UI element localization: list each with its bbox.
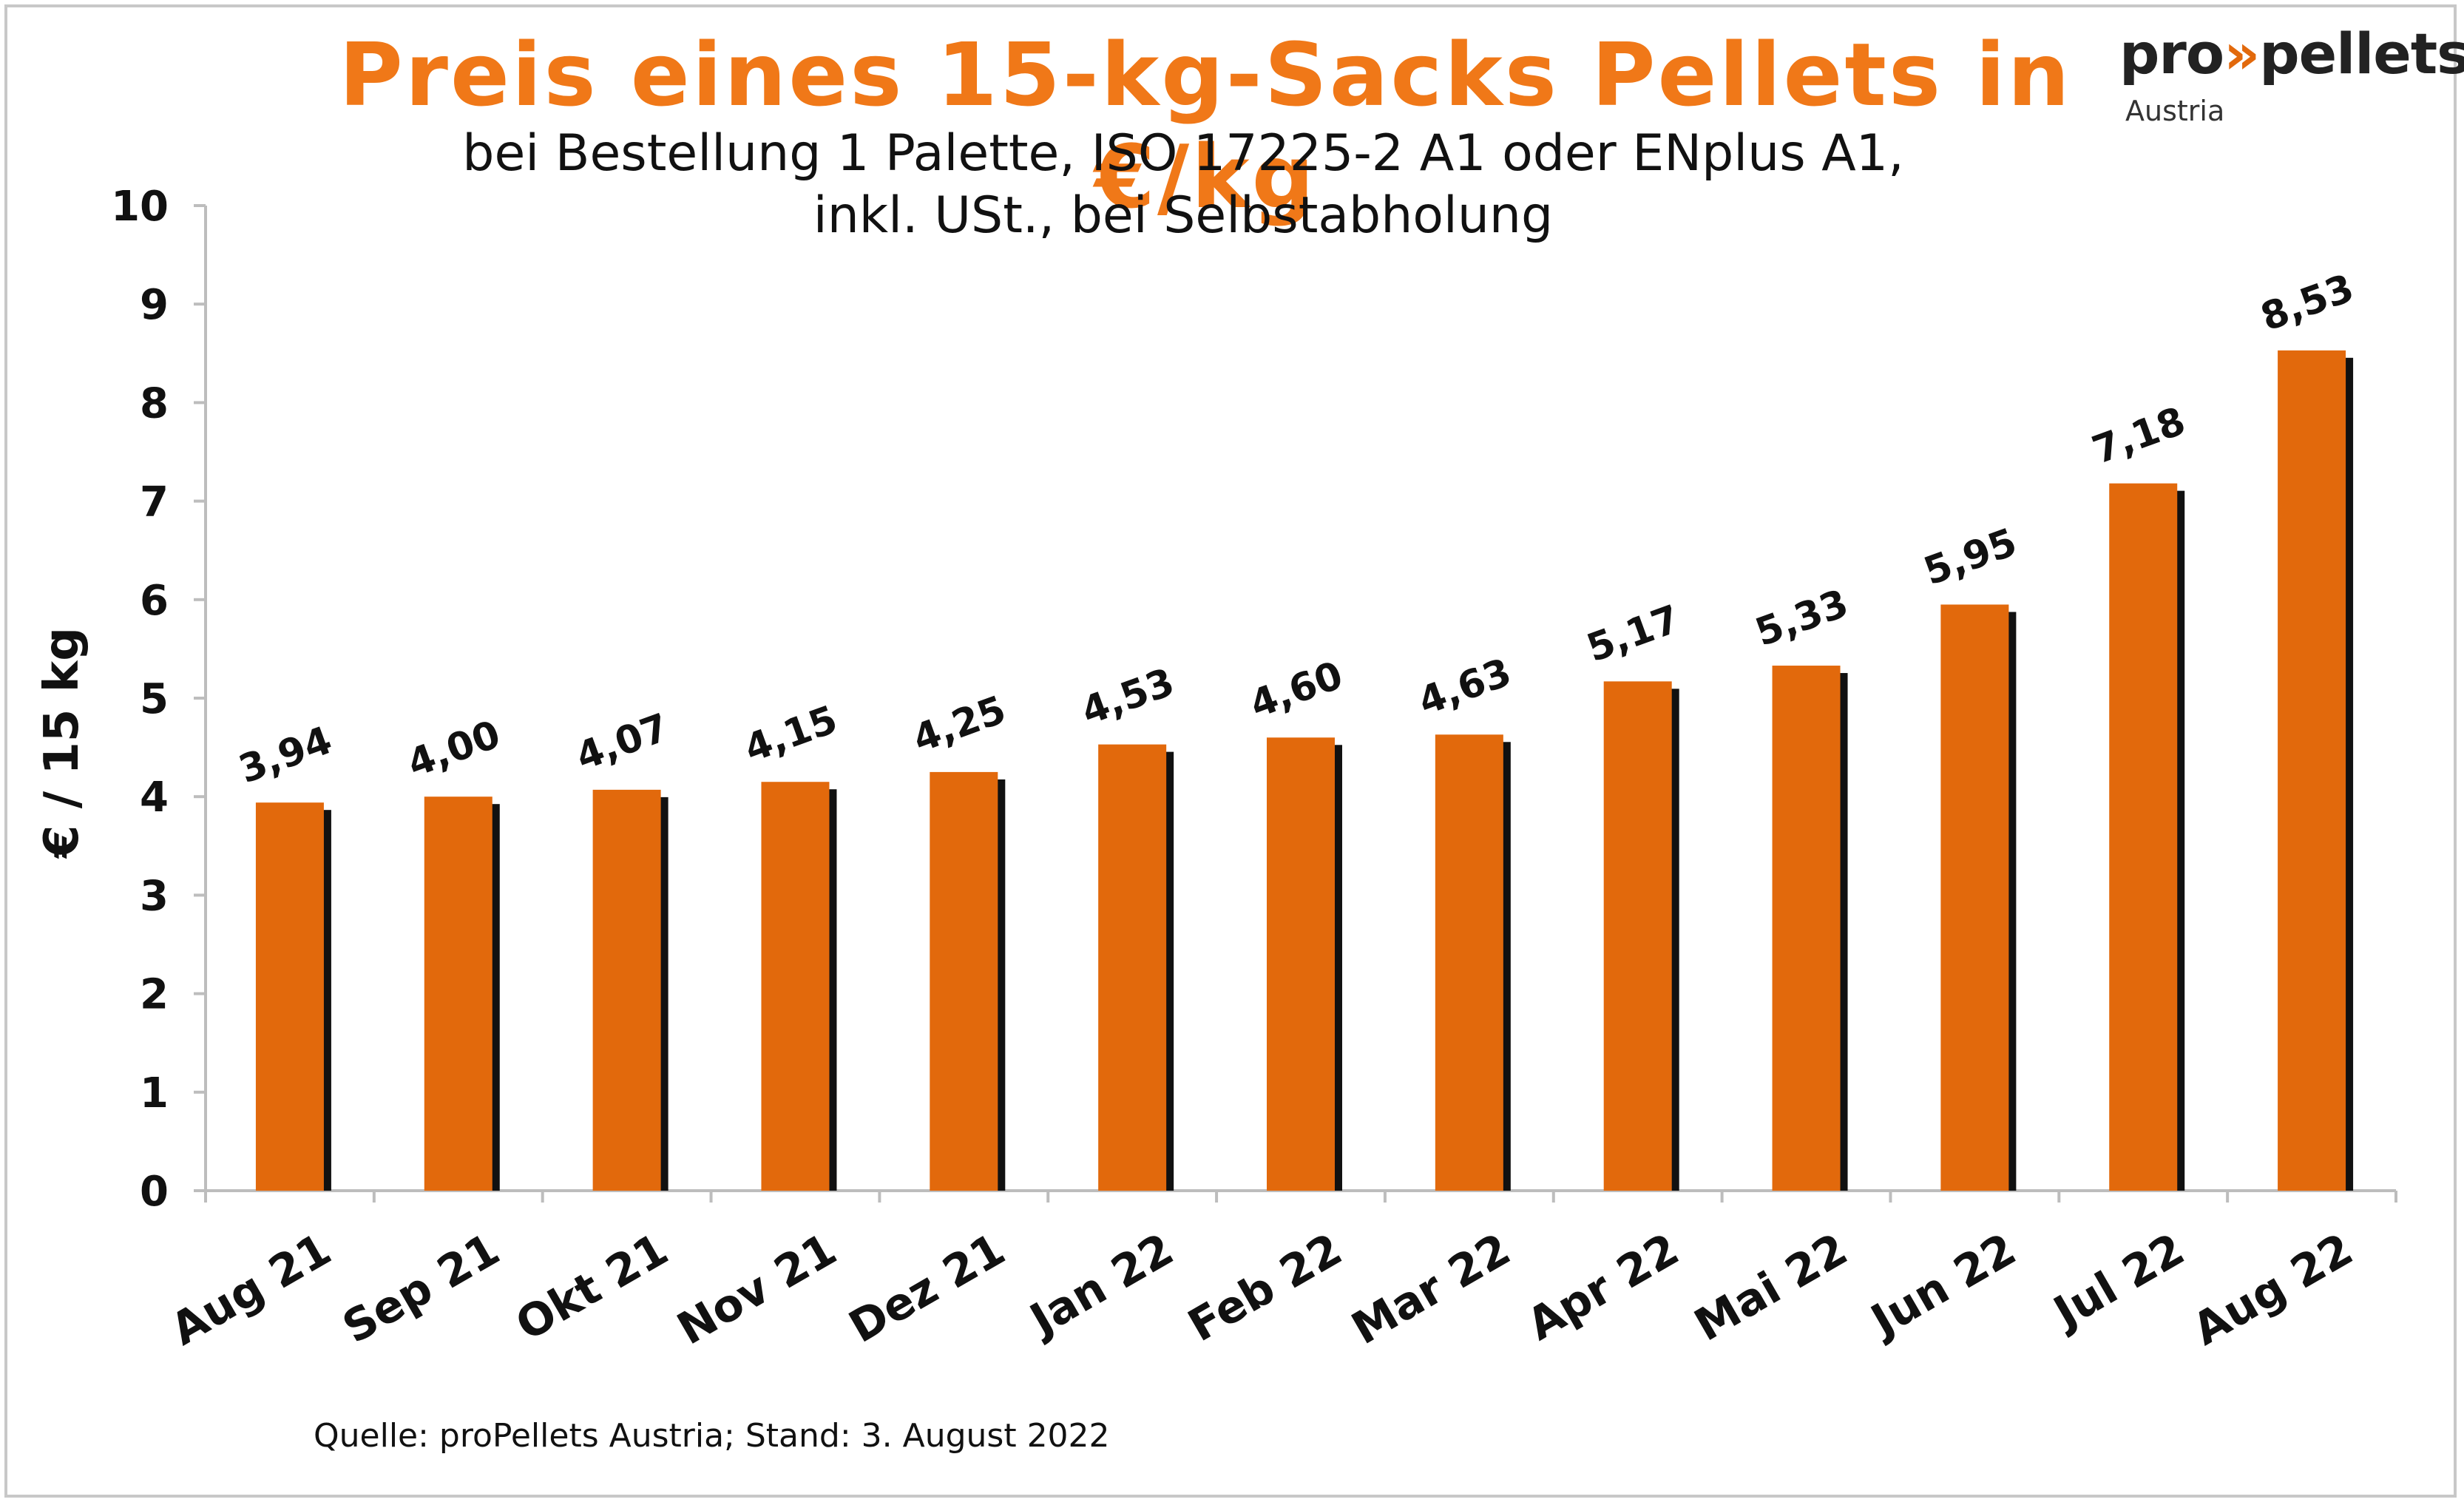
- chart-data-labels: 3,94 4,00 4,07 4,15 4,25 4,53 4,60 4,63 5,17 5,33…: [234, 266, 2360, 793]
- data-label: 4,07: [570, 706, 674, 779]
- chart-bars: [255, 350, 2354, 1191]
- data-label: 4,53: [1076, 660, 1180, 734]
- data-label: 4,00: [402, 712, 506, 786]
- y-tick-label: 8: [140, 379, 169, 427]
- x-tick-label: Aug 22: [2184, 1223, 2362, 1356]
- propellets-logo: pro»pellets Austria: [2119, 21, 2464, 132]
- bar: [1267, 737, 1335, 1191]
- data-label: 7,18: [2087, 399, 2191, 473]
- y-tick-label: 10: [111, 183, 169, 231]
- chart-frame: [4, 4, 2457, 1498]
- logo-arrows-icon: »: [2224, 21, 2260, 87]
- bar: [761, 782, 830, 1191]
- bar: [1603, 681, 1672, 1191]
- bar: [592, 789, 661, 1191]
- bar: [1772, 666, 1841, 1191]
- x-tick-label: Nov 21: [669, 1223, 845, 1355]
- chart-subtitle-line2: inkl. USt., bei Selbstabholung: [813, 186, 1554, 245]
- y-tick-label: 0: [140, 1168, 169, 1216]
- x-tick-label: Jul 22: [2043, 1223, 2193, 1340]
- y-axis-label: € / 15 kg: [35, 627, 89, 859]
- x-tick-label: Feb 22: [1179, 1223, 1350, 1352]
- data-label: 5,17: [1581, 597, 1685, 671]
- bar: [1940, 604, 2009, 1191]
- logo-subtitle: Austria: [2125, 95, 2225, 127]
- chart-y-ticks: 0 1 2 3 4 5 6 7 8 9 10: [111, 183, 169, 1216]
- x-tick-label: Jun 22: [1861, 1223, 2025, 1348]
- bar: [255, 802, 324, 1191]
- bar: [2278, 350, 2346, 1191]
- data-label: 8,53: [2255, 266, 2360, 340]
- y-tick-label: 6: [140, 577, 169, 625]
- logo-text-pro: pro: [2119, 21, 2224, 87]
- bar: [424, 797, 493, 1191]
- x-tick-label: Jan 22: [1019, 1223, 1182, 1347]
- x-tick-label: Mai 22: [1686, 1223, 1856, 1351]
- data-label: 4,60: [1245, 653, 1349, 727]
- data-label: 5,33: [1750, 581, 1854, 655]
- y-tick-label: 1: [140, 1069, 169, 1117]
- chart-subtitle-line1: bei Bestellung 1 Palette, ISO 17225-2 A1…: [462, 124, 1904, 183]
- bar: [1435, 734, 1503, 1191]
- data-label: 4,63: [1412, 650, 1517, 724]
- logo-text-pellets: pellets: [2259, 21, 2464, 87]
- source-note: Quelle: proPellets Austria; Stand: 3. Au…: [314, 1417, 1110, 1455]
- x-tick-label: Dez 21: [841, 1223, 1014, 1353]
- x-tick-label: Apr 22: [1519, 1223, 1688, 1350]
- y-tick-label: 7: [140, 478, 169, 527]
- x-tick-label: Mar 22: [1344, 1223, 1520, 1355]
- bar: [1098, 744, 1167, 1191]
- logo-wordmark: pro»pellets: [2119, 21, 2464, 87]
- y-tick-label: 3: [140, 872, 169, 920]
- data-label: 4,25: [907, 688, 1012, 762]
- data-label: 4,15: [739, 697, 843, 771]
- chart-title: Preis eines 15-kg-Sacks Pellets in €/kg: [339, 24, 2072, 228]
- y-tick-label: 2: [140, 971, 169, 1019]
- bar: [2109, 483, 2178, 1191]
- data-label: 3,94: [234, 718, 338, 792]
- y-tick-label: 5: [140, 675, 169, 723]
- y-tick-label: 9: [140, 281, 169, 329]
- x-tick-label: Sep 21: [334, 1223, 508, 1353]
- x-tick-label: Okt 21: [507, 1223, 677, 1351]
- data-label: 5,95: [1918, 520, 2023, 594]
- y-tick-label: 4: [140, 774, 169, 822]
- x-tick-label: Aug 21: [163, 1223, 340, 1356]
- bar: [930, 771, 998, 1191]
